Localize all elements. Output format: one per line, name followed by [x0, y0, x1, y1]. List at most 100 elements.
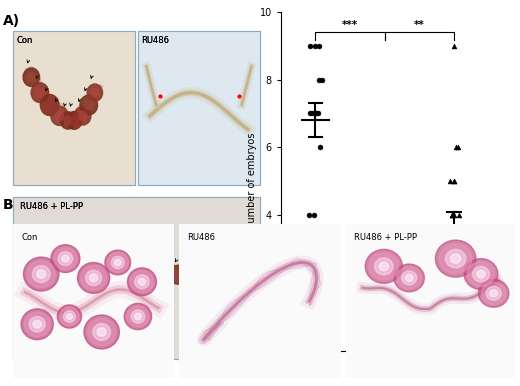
- Ellipse shape: [406, 274, 413, 281]
- Point: [377, 348, 385, 354]
- Ellipse shape: [109, 282, 124, 290]
- Ellipse shape: [41, 95, 59, 115]
- FancyBboxPatch shape: [138, 31, 260, 185]
- Point: [448, 212, 457, 218]
- Ellipse shape: [210, 237, 241, 254]
- Text: RU486 + PL-PP: RU486 + PL-PP: [354, 233, 417, 242]
- Ellipse shape: [135, 313, 141, 320]
- Point: [308, 110, 316, 117]
- Ellipse shape: [446, 249, 466, 268]
- Ellipse shape: [93, 323, 111, 340]
- Ellipse shape: [54, 253, 71, 264]
- Point: [315, 42, 323, 49]
- Ellipse shape: [79, 111, 87, 120]
- Ellipse shape: [105, 250, 131, 275]
- Text: ***: ***: [342, 20, 358, 30]
- Ellipse shape: [217, 241, 233, 250]
- Ellipse shape: [37, 270, 46, 278]
- Ellipse shape: [46, 249, 79, 268]
- Ellipse shape: [77, 262, 110, 293]
- Point: [311, 110, 320, 117]
- Ellipse shape: [467, 262, 495, 286]
- Point: [381, 348, 389, 354]
- Ellipse shape: [477, 270, 485, 278]
- Ellipse shape: [32, 266, 50, 283]
- Ellipse shape: [66, 112, 82, 129]
- Point: [386, 348, 395, 354]
- Ellipse shape: [74, 107, 91, 125]
- Ellipse shape: [23, 257, 59, 291]
- Ellipse shape: [70, 116, 78, 125]
- Ellipse shape: [60, 307, 79, 326]
- Ellipse shape: [51, 245, 80, 273]
- Ellipse shape: [27, 73, 35, 82]
- Ellipse shape: [394, 264, 424, 292]
- Ellipse shape: [439, 244, 472, 273]
- Ellipse shape: [29, 317, 45, 332]
- Ellipse shape: [365, 249, 402, 283]
- Ellipse shape: [114, 259, 121, 266]
- Ellipse shape: [55, 111, 64, 120]
- Text: RU486: RU486: [141, 36, 170, 44]
- Point: [376, 280, 385, 286]
- Ellipse shape: [89, 274, 98, 282]
- Point: [446, 178, 454, 185]
- Point: [447, 314, 455, 320]
- Point: [451, 280, 459, 286]
- Point: [453, 144, 462, 151]
- Point: [448, 212, 457, 218]
- Point: [387, 348, 395, 354]
- Point: [447, 246, 456, 252]
- Point: [314, 110, 322, 117]
- Y-axis label: Number of embryos: Number of embryos: [247, 133, 257, 230]
- Ellipse shape: [54, 247, 77, 270]
- Ellipse shape: [60, 112, 76, 129]
- Ellipse shape: [397, 267, 421, 289]
- Point: [454, 212, 463, 218]
- Ellipse shape: [473, 266, 489, 282]
- Point: [374, 348, 382, 354]
- Ellipse shape: [127, 268, 157, 296]
- Ellipse shape: [490, 290, 498, 297]
- FancyBboxPatch shape: [179, 224, 341, 378]
- Ellipse shape: [23, 68, 40, 86]
- Point: [317, 246, 326, 252]
- Point: [318, 76, 326, 83]
- Ellipse shape: [141, 277, 172, 295]
- Ellipse shape: [62, 255, 69, 262]
- Ellipse shape: [374, 258, 393, 275]
- Ellipse shape: [85, 270, 102, 286]
- Point: [305, 212, 314, 218]
- FancyBboxPatch shape: [13, 31, 135, 185]
- Ellipse shape: [21, 309, 54, 340]
- Ellipse shape: [401, 271, 417, 285]
- Ellipse shape: [51, 106, 68, 125]
- Point: [308, 246, 317, 252]
- Point: [315, 76, 323, 83]
- Ellipse shape: [191, 254, 220, 270]
- Point: [312, 110, 320, 117]
- Point: [382, 348, 391, 354]
- Ellipse shape: [102, 278, 131, 294]
- FancyBboxPatch shape: [13, 197, 260, 359]
- Point: [448, 348, 456, 354]
- Point: [453, 246, 462, 252]
- Text: Con: Con: [17, 36, 33, 44]
- Point: [448, 348, 457, 354]
- Point: [386, 348, 395, 354]
- Text: B): B): [3, 198, 20, 212]
- Ellipse shape: [450, 254, 461, 263]
- Ellipse shape: [27, 261, 56, 288]
- Ellipse shape: [127, 306, 149, 327]
- Text: RU486 + PL-PP: RU486 + PL-PP: [20, 202, 83, 211]
- Point: [452, 348, 461, 354]
- Text: A): A): [3, 14, 20, 28]
- Ellipse shape: [87, 318, 116, 345]
- Point: [449, 178, 458, 185]
- Ellipse shape: [80, 95, 98, 115]
- Ellipse shape: [369, 253, 399, 280]
- Point: [309, 212, 318, 218]
- Ellipse shape: [198, 257, 213, 266]
- Ellipse shape: [67, 313, 72, 320]
- Ellipse shape: [63, 311, 75, 322]
